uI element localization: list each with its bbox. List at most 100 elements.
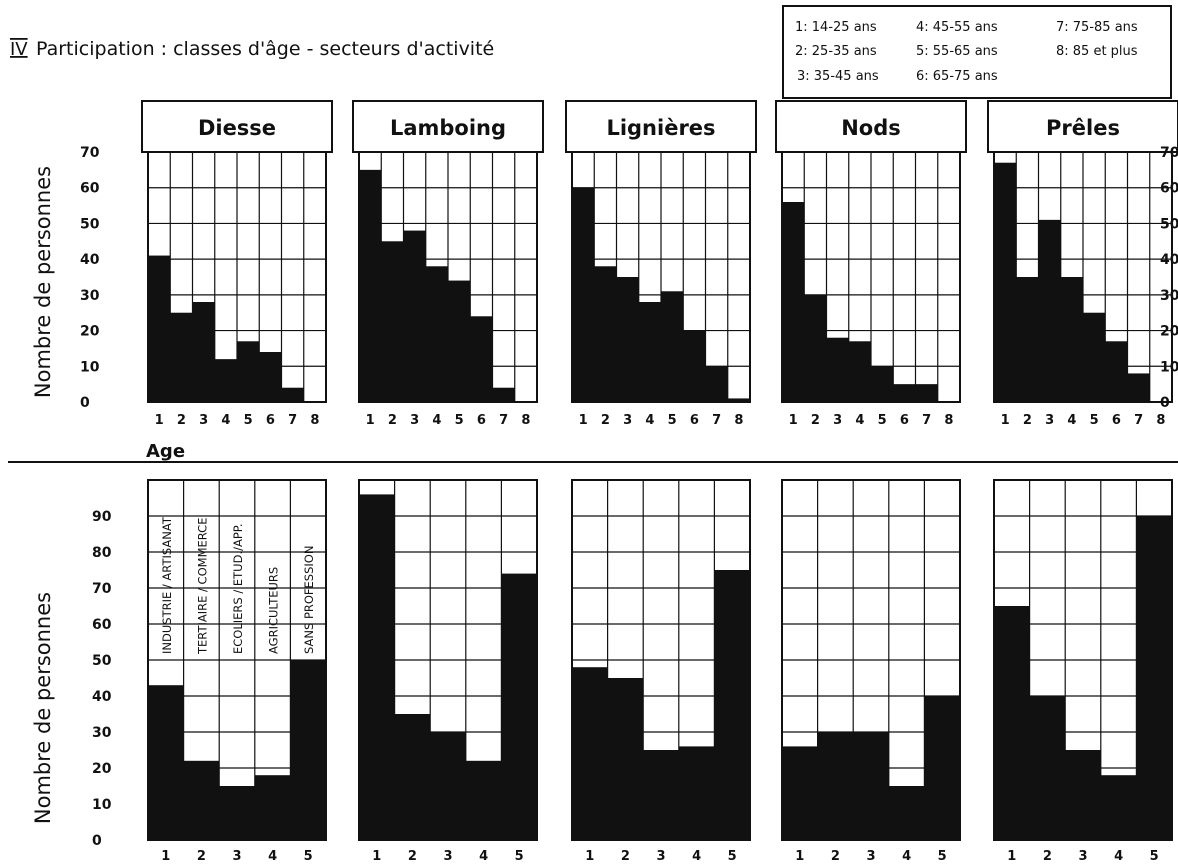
panel-title: Nods <box>841 116 901 140</box>
sector-panel: 1 2 3 4 5 <box>358 479 538 864</box>
y-tick-label: 40 <box>80 252 100 268</box>
panel-title-box <box>352 100 544 153</box>
x-tick-label: 5 <box>244 413 253 428</box>
x-tick-label: 1 <box>579 413 588 428</box>
age-legend-entry: 4: 45-55 ans <box>916 20 998 35</box>
bar <box>359 169 382 402</box>
bar <box>359 494 395 840</box>
bar <box>727 398 750 402</box>
x-tick-label: 5 <box>728 849 737 862</box>
bar <box>403 230 426 402</box>
x-tick-label: 1 <box>155 413 164 428</box>
x-tick-label: 7 <box>712 413 721 428</box>
x-tick-label: 1 <box>1007 849 1016 862</box>
y-tick-label-right: 30 <box>1160 288 1178 304</box>
x-tick-label: 5 <box>515 849 524 862</box>
panel-title: Lamboing <box>390 116 506 140</box>
bar <box>607 678 644 840</box>
age-panel: Nods 1 2 3 4 5 6 7 8 <box>775 100 967 428</box>
x-axis-title-age: Age <box>146 441 185 462</box>
bar <box>430 732 466 840</box>
bar <box>643 750 679 840</box>
sector-label: ECOLIERS / ETUD./APP. <box>231 523 245 654</box>
y-tick-label: 50 <box>92 653 112 669</box>
panel-title-box <box>775 100 967 153</box>
y-tick-label: 0 <box>80 395 90 411</box>
x-tick-label: 8 <box>1156 413 1165 428</box>
x-tick-label: 3 <box>1045 413 1054 428</box>
bar <box>616 277 639 402</box>
x-tick-label: 2 <box>601 413 610 428</box>
age-legend-box <box>782 5 1172 99</box>
bar <box>148 255 171 402</box>
y-tick-label: 30 <box>92 725 112 741</box>
bar <box>170 312 193 402</box>
bar <box>893 384 916 402</box>
x-tick-label: 2 <box>1043 849 1052 862</box>
bar <box>994 606 1030 840</box>
x-tick-label: 4 <box>1067 413 1076 428</box>
panel-title-box <box>141 100 333 153</box>
bar <box>1105 341 1128 402</box>
x-tick-label: 1 <box>366 413 375 428</box>
figure-title: Participation : classes d'âge - secteurs… <box>36 38 494 60</box>
y-tick-label-right: 0 <box>1160 395 1170 411</box>
x-tick-label: 7 <box>1134 413 1143 428</box>
x-tick-label: 4 <box>479 849 488 862</box>
age-panel: Lignières 1 2 3 4 5 6 7 8 <box>565 100 757 428</box>
bar <box>254 775 291 840</box>
bar <box>782 202 805 402</box>
x-tick-label: 5 <box>938 849 947 862</box>
x-tick-label: 8 <box>944 413 953 428</box>
x-tick-label: 1 <box>161 849 170 862</box>
x-tick-label: 3 <box>410 413 419 428</box>
age-panel: Lamboing 1 2 3 4 5 6 7 8 <box>352 100 544 428</box>
x-tick-label: 5 <box>878 413 887 428</box>
x-tick-label: 6 <box>690 413 699 428</box>
x-tick-label: 4 <box>268 849 277 862</box>
x-tick-label: 7 <box>922 413 931 428</box>
bar <box>1083 312 1106 402</box>
panel-title-box <box>987 100 1178 153</box>
y-tick-label: 70 <box>80 145 100 161</box>
y-tick-label: 30 <box>80 288 100 304</box>
bar <box>492 387 515 402</box>
x-tick-label: 6 <box>1112 413 1121 428</box>
x-tick-label: 1 <box>372 849 381 862</box>
bar <box>714 570 750 840</box>
bar <box>465 760 502 840</box>
age-legend-entry: 3: 35-45 ans <box>797 69 879 84</box>
bar <box>594 266 617 402</box>
bar <box>425 266 448 402</box>
bar <box>782 746 818 840</box>
y-tick-label: 80 <box>92 545 112 561</box>
x-tick-label: 1 <box>795 849 804 862</box>
bar <box>237 341 260 402</box>
x-tick-label: 1 <box>789 413 798 428</box>
bar <box>572 187 595 402</box>
bar <box>281 387 304 402</box>
x-tick-label: 8 <box>310 413 319 428</box>
y-tick-label: 50 <box>80 216 100 232</box>
sector-panel: 1 2 3 4 5 <box>781 479 961 864</box>
y-tick-label: 60 <box>80 181 100 197</box>
bar <box>259 352 282 402</box>
bar <box>394 714 431 840</box>
sector-panel: 1 2 3 4 5 <box>993 479 1173 864</box>
bar <box>871 366 894 402</box>
y-tick-label: 20 <box>92 761 112 777</box>
bar <box>915 384 938 402</box>
bar <box>192 302 215 402</box>
y-tick-label: 20 <box>80 324 100 340</box>
y-tick-label-right: 60 <box>1160 181 1178 197</box>
x-tick-label: 1 <box>585 849 594 862</box>
age-legend-entry: 5: 55-65 ans <box>916 44 998 59</box>
x-tick-label: 6 <box>477 413 486 428</box>
age-legend-entry: 1: 14-25 ans <box>795 20 877 35</box>
y-tick-label: 70 <box>92 581 112 597</box>
age-legend-entry: 2: 25-35 ans <box>795 44 877 59</box>
y-tick-label: 0 <box>92 833 102 849</box>
x-tick-label: 5 <box>304 849 313 862</box>
x-tick-label: 2 <box>177 413 186 428</box>
bar <box>853 732 889 840</box>
